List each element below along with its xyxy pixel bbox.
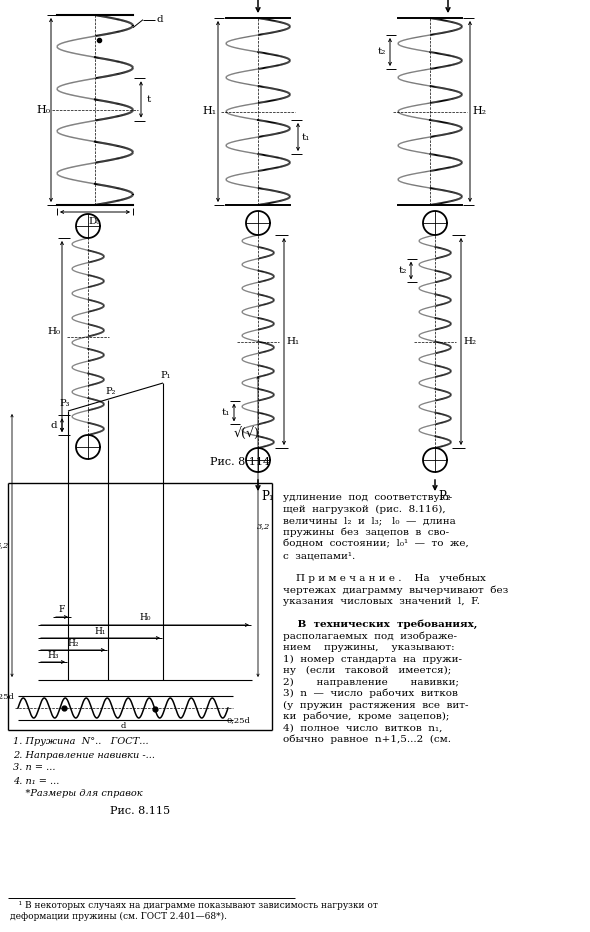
Text: Рис. 8.114: Рис. 8.114 bbox=[210, 457, 270, 467]
Text: 3)  n  —  число  рабочих  витков: 3) n — число рабочих витков bbox=[283, 689, 458, 698]
Text: 1)  номер  стандарта  на  пружи-: 1) номер стандарта на пружи- bbox=[283, 654, 462, 664]
Text: 0,25d: 0,25d bbox=[0, 692, 14, 700]
Text: d: d bbox=[120, 722, 126, 730]
Text: H₀: H₀ bbox=[47, 327, 61, 336]
Text: 3,2: 3,2 bbox=[257, 523, 271, 530]
Text: 3. n = ...: 3. n = ... bbox=[13, 763, 55, 773]
Text: В  технических  требованиях,: В технических требованиях, bbox=[283, 620, 477, 629]
Text: √(√): √(√) bbox=[234, 427, 260, 440]
Text: H₁: H₁ bbox=[286, 337, 300, 346]
Text: удлинение  под  соответствую-: удлинение под соответствую- bbox=[283, 494, 453, 502]
Text: D₀: D₀ bbox=[89, 216, 101, 226]
Text: обычно  равное  n+1,5...2  (см.: обычно равное n+1,5...2 (см. bbox=[283, 734, 451, 745]
Text: с  зацепами¹.: с зацепами¹. bbox=[283, 551, 355, 560]
Text: H₃: H₃ bbox=[47, 651, 59, 660]
Text: щей  нагрузкой  (рис.  8.116),: щей нагрузкой (рис. 8.116), bbox=[283, 505, 445, 514]
Text: t₂: t₂ bbox=[399, 266, 407, 275]
Text: ну   (если   таковой   имеется);: ну (если таковой имеется); bbox=[283, 666, 451, 675]
Text: H₁: H₁ bbox=[95, 626, 106, 636]
Text: деформации пружины (см. ГОСТ 2.401—68*).: деформации пружины (см. ГОСТ 2.401—68*). bbox=[10, 911, 227, 921]
Text: P₁: P₁ bbox=[160, 371, 171, 379]
Text: ки  рабочие,  кроме  зацепов);: ки рабочие, кроме зацепов); bbox=[283, 712, 450, 721]
Text: F: F bbox=[59, 606, 65, 614]
Text: 1. Пружина  N°..   ГОСТ...: 1. Пружина N°.. ГОСТ... bbox=[13, 737, 149, 747]
Text: указания  числовых  значений  l,  F.: указания числовых значений l, F. bbox=[283, 597, 480, 606]
Text: H₂: H₂ bbox=[463, 337, 477, 346]
Text: H₀: H₀ bbox=[139, 613, 151, 623]
Text: 2. Направление навивки -...: 2. Направление навивки -... bbox=[13, 750, 155, 760]
Text: d: d bbox=[157, 15, 163, 24]
Text: H₁: H₁ bbox=[202, 106, 216, 116]
Text: располагаемых  под  изображе-: располагаемых под изображе- bbox=[283, 631, 457, 641]
Text: бодном  состоянии;  l₀¹  —  то  же,: бодном состоянии; l₀¹ — то же, bbox=[283, 540, 468, 549]
Text: 2)       направление       навивки;: 2) направление навивки; bbox=[283, 678, 459, 687]
Text: чертежах  диаграмму  вычерчивают  без: чертежах диаграмму вычерчивают без bbox=[283, 585, 508, 595]
Text: H₂: H₂ bbox=[472, 106, 486, 116]
Text: P₂: P₂ bbox=[439, 490, 451, 503]
Text: пружины  без  зацепов  в  сво-: пружины без зацепов в сво- bbox=[283, 528, 449, 537]
Text: ¹ В некоторых случаях на диаграмме показывают зависимость нагрузки от: ¹ В некоторых случаях на диаграмме показ… bbox=[10, 901, 378, 911]
Text: *Размеры для справок: *Размеры для справок bbox=[13, 789, 143, 799]
Text: Рис. 8.115: Рис. 8.115 bbox=[110, 806, 170, 816]
Text: P₂: P₂ bbox=[106, 388, 116, 396]
Text: d: d bbox=[51, 420, 57, 430]
Text: t₂: t₂ bbox=[378, 48, 386, 57]
Text: (у  пружин  растяжения  все  вит-: (у пружин растяжения все вит- bbox=[283, 701, 468, 709]
Text: П р и м е ч а н и е .    На   учебных: П р и м е ч а н и е . На учебных bbox=[283, 574, 486, 583]
Text: 3,2: 3,2 bbox=[0, 541, 9, 550]
Text: величины  l₂  и  l₃;   l₀  —  длина: величины l₂ и l₃; l₀ — длина bbox=[283, 516, 455, 526]
Text: 4. n₁ = ...: 4. n₁ = ... bbox=[13, 776, 60, 786]
Text: 0,25d: 0,25d bbox=[226, 716, 250, 724]
Text: H₂: H₂ bbox=[67, 638, 78, 648]
Text: P₁: P₁ bbox=[262, 490, 274, 503]
Text: P₃: P₃ bbox=[60, 399, 70, 407]
Text: t: t bbox=[147, 95, 151, 104]
Text: t₁: t₁ bbox=[302, 132, 310, 142]
Text: t₁: t₁ bbox=[222, 408, 230, 417]
Text: 4)  полное  число  витков  n₁,: 4) полное число витков n₁, bbox=[283, 723, 442, 733]
Text: H₀: H₀ bbox=[36, 105, 50, 115]
Text: нием    пружины,    указывают:: нием пружины, указывают: bbox=[283, 643, 455, 652]
